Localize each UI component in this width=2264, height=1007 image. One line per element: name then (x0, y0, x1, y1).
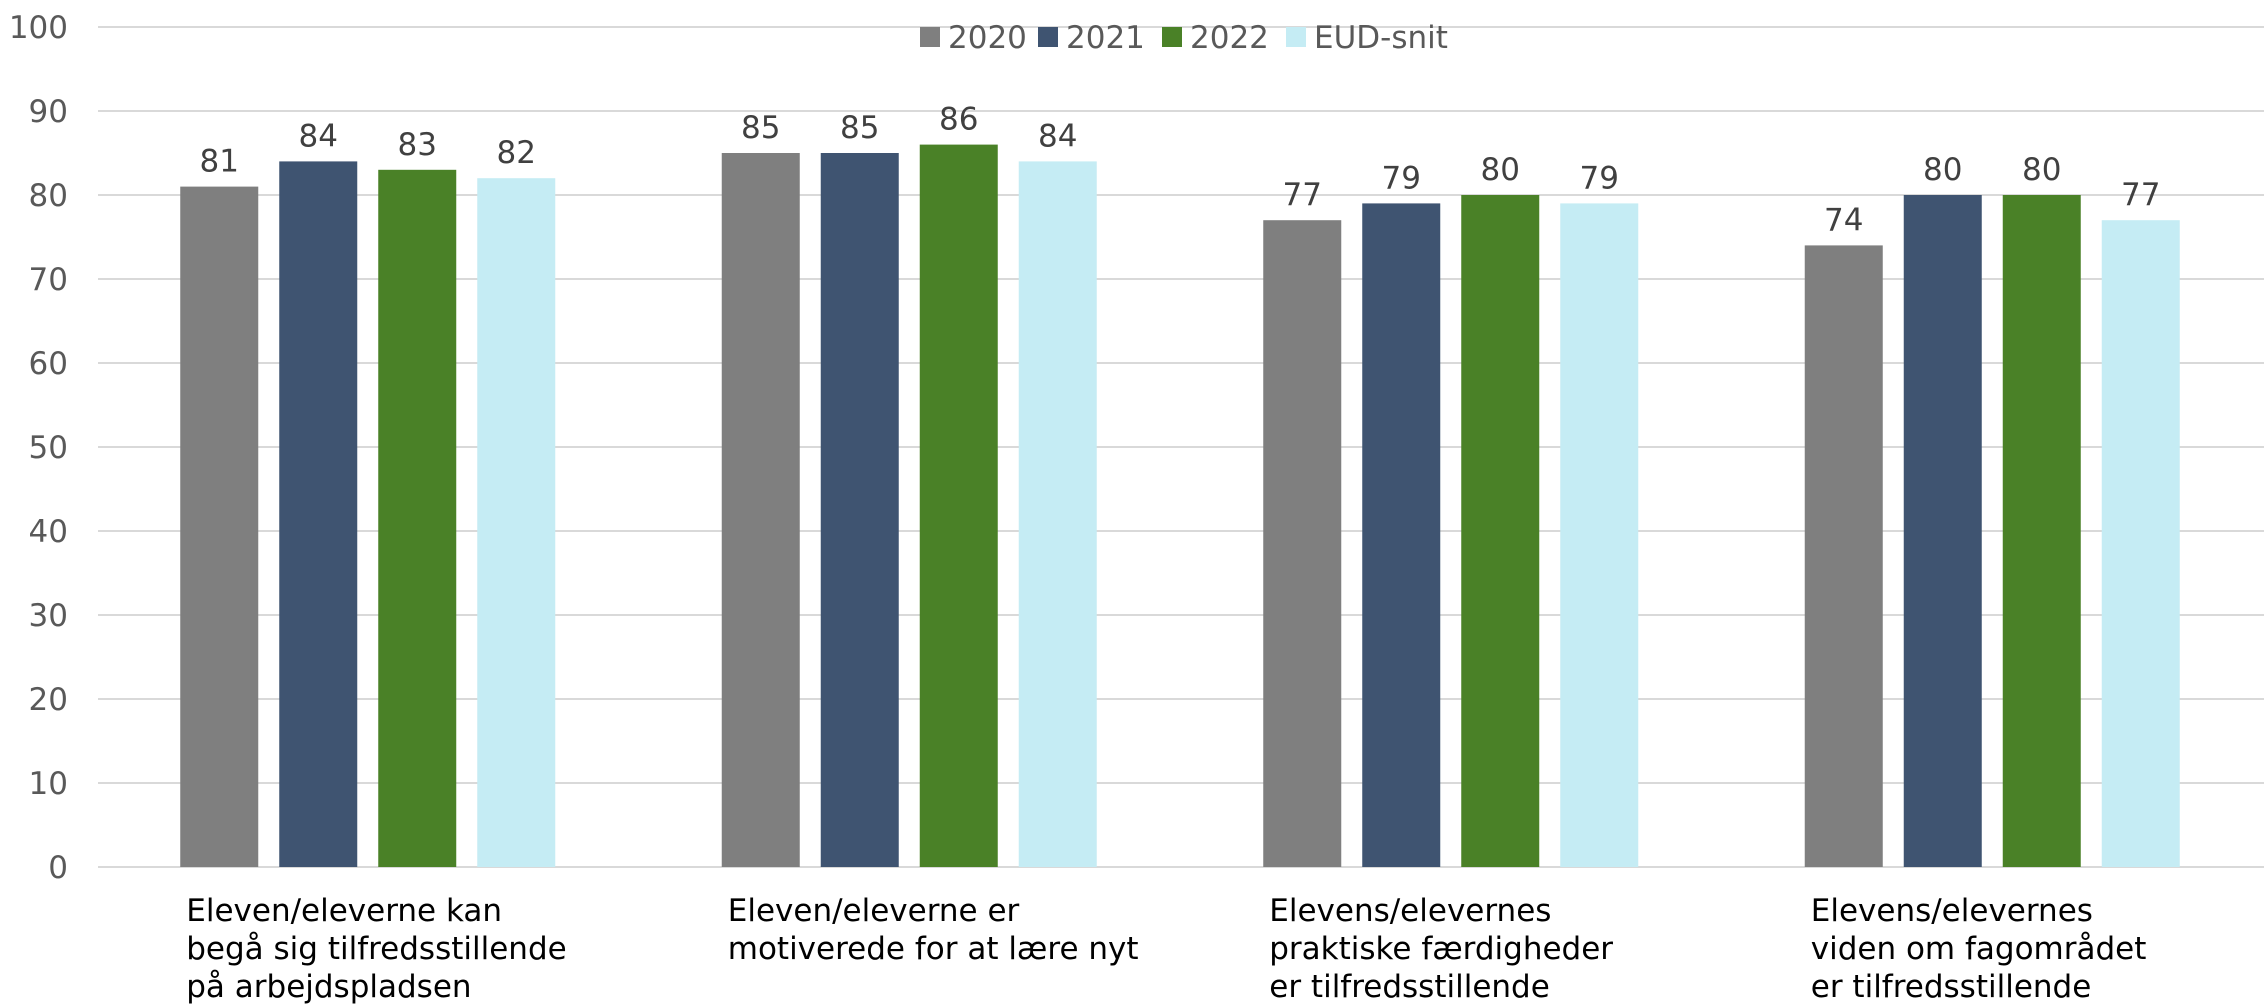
bar (1362, 203, 1441, 867)
category-label: Eleven/eleverne kan begå sig tilfredsstil… (186, 893, 566, 1005)
legend-label: 2020 (948, 20, 1027, 56)
category-label-line: på arbejdspladsen (186, 969, 471, 1005)
legend-label: 2022 (1190, 20, 1269, 56)
y-tick-label: 0 (48, 850, 68, 886)
category-labels: Eleven/eleverne kan begå sig tilfredsstil… (186, 893, 2146, 1005)
bar (1804, 245, 1883, 867)
legend: 2020 2021 2022 EUD-snit (920, 20, 1448, 56)
category-label-line: Elevens/elevernes (1269, 893, 1551, 929)
category-label: Elevens/elevernes praktiske færdigheder er… (1269, 893, 1613, 1005)
y-tick-label: 80 (29, 178, 68, 214)
data-label: 80 (2022, 152, 2061, 188)
category-label-line: er tilfredsstillende (1811, 969, 2092, 1005)
data-label: 83 (398, 127, 437, 163)
legend-label: EUD-snit (1314, 20, 1448, 56)
bar (919, 144, 998, 868)
legend-swatch (1286, 27, 1306, 47)
bar (820, 153, 899, 867)
category-label-line: Eleven/eleverne kan (186, 893, 502, 929)
data-label: 74 (1824, 202, 1863, 238)
data-label: 81 (200, 144, 239, 180)
data-labels: 81 84 83 82 85 85 86 84 77 79 80 79 74 80 80 77 (200, 102, 2161, 239)
data-label: 79 (1382, 160, 1421, 196)
y-tick-label: 10 (29, 766, 68, 802)
legend-swatch (1162, 27, 1182, 47)
grid-layer (98, 26, 2264, 868)
data-label: 77 (1283, 177, 1322, 213)
category-label-line: praktiske færdigheder (1269, 931, 1613, 967)
data-label: 84 (299, 118, 338, 154)
bar (279, 161, 358, 867)
data-label: 84 (1038, 118, 1077, 154)
data-label: 85 (840, 110, 879, 146)
data-label: 80 (1481, 152, 1520, 188)
y-tick-label: 100 (9, 10, 68, 46)
legend-swatch (1038, 27, 1058, 47)
bar (2002, 195, 2081, 867)
bar (1903, 195, 1982, 867)
bar (1018, 161, 1097, 867)
bar (1560, 203, 1639, 867)
data-label: 80 (1923, 152, 1962, 188)
y-tick-label: 20 (29, 682, 68, 718)
category-label-line: viden om fagområdet (1811, 931, 2147, 967)
category-label: Eleven/eleverne er motiverede for at lære… (728, 893, 1139, 967)
y-tick-label: 30 (29, 598, 68, 634)
y-tick-label: 60 (29, 346, 68, 382)
data-label: 77 (2121, 177, 2160, 213)
category-label-line: begå sig tilfredsstillende (186, 931, 566, 967)
bar (1263, 220, 1342, 867)
bar (2101, 220, 2180, 867)
bar (180, 186, 259, 868)
category-label-line: er tilfredsstillende (1269, 969, 1550, 1005)
y-tick-label: 40 (29, 514, 68, 550)
category-label-line: Elevens/elevernes (1811, 893, 2093, 929)
y-tick-label: 70 (29, 262, 68, 298)
category-label-line: Eleven/eleverne er (728, 893, 1020, 929)
bars (180, 144, 2180, 868)
data-label: 79 (1580, 160, 1619, 196)
data-label: 85 (741, 110, 780, 146)
legend-swatch (920, 27, 940, 47)
y-tick-label: 90 (29, 94, 68, 130)
bar (1461, 195, 1540, 867)
legend-label: 2021 (1066, 20, 1145, 56)
bar (477, 178, 556, 867)
category-label-line: motiverede for at lære nyt (728, 931, 1139, 967)
bar (721, 153, 800, 867)
data-label: 86 (939, 102, 978, 138)
y-axis-ticks: 0 10 20 30 40 50 60 70 80 90 100 (9, 10, 68, 886)
bar (378, 169, 457, 868)
y-tick-label: 50 (29, 430, 68, 466)
category-label: Elevens/elevernes viden om fagområdet er t… (1811, 893, 2147, 1005)
data-label: 82 (497, 135, 536, 171)
